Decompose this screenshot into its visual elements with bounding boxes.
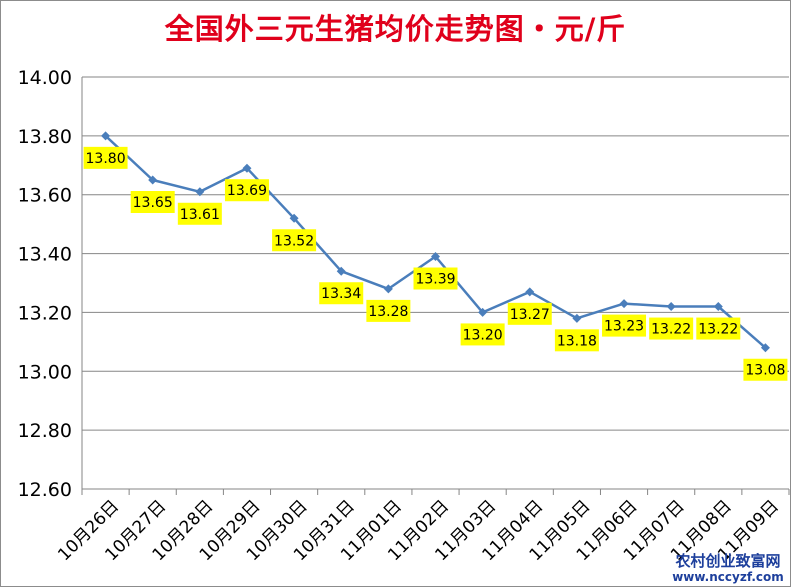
data-label: 13.61 [180, 207, 220, 223]
data-point [242, 163, 252, 173]
data-point [525, 287, 535, 297]
data-label-box [649, 317, 694, 340]
y-tick-label: 13.20 [18, 302, 72, 324]
data-point [478, 307, 488, 317]
data-point [666, 302, 676, 312]
data-point [713, 302, 723, 312]
data-label: 13.22 [651, 322, 691, 338]
data-label-box [130, 191, 175, 213]
data-label: 13.27 [510, 307, 550, 323]
data-label-box [554, 329, 599, 352]
watermark-url: www.nccyzf.com [672, 570, 784, 584]
data-label: 13.52 [274, 233, 314, 249]
data-point [572, 313, 582, 323]
data-label: 13.28 [368, 304, 408, 320]
chart-title: 全国外三元生猪均价走势图・元/斤 [164, 12, 627, 46]
data-label: 13.34 [321, 286, 361, 302]
y-tick-label: 12.60 [18, 479, 72, 501]
y-tick-label: 13.00 [18, 361, 72, 383]
y-tick-label: 13.40 [18, 244, 72, 266]
data-label: 13.39 [415, 272, 455, 288]
data-label-box [696, 317, 741, 340]
data-label-box [319, 282, 364, 305]
series-line [104, 134, 767, 349]
data-point [619, 299, 629, 309]
data-label: 13.65 [133, 195, 173, 211]
y-tick-label: 13.80 [18, 126, 72, 148]
data-point [431, 252, 440, 262]
watermark-name: 农村创业致富网 [675, 552, 781, 570]
y-tick-label: 12.80 [18, 420, 72, 442]
data-label-box [366, 299, 411, 322]
data-label-box [507, 302, 552, 325]
data-label-box [602, 314, 647, 337]
data-label-box [83, 146, 128, 169]
y-tick-label: 13.60 [18, 185, 72, 207]
data-label-box [272, 229, 317, 252]
data-label: 13.80 [86, 151, 126, 167]
data-label: 13.23 [604, 319, 644, 335]
data-point [289, 213, 299, 223]
data-label-box [177, 202, 222, 225]
data-label: 13.22 [698, 322, 738, 338]
data-point [148, 175, 158, 185]
data-label: 13.18 [557, 333, 597, 349]
data-point [336, 266, 346, 276]
data-label-box [743, 358, 788, 381]
data-label-box [460, 323, 505, 346]
data-point [760, 343, 770, 353]
data-label-box [224, 179, 269, 202]
data-label: 13.20 [463, 327, 503, 343]
data-label-box [413, 267, 458, 290]
data-point [101, 131, 111, 141]
y-tick-label: 14.00 [18, 67, 72, 89]
data-point [195, 187, 205, 197]
data-label: 13.69 [227, 183, 267, 199]
watermark: 农村创业致富网 www.nccyzf.com [669, 552, 787, 584]
data-point [383, 284, 393, 294]
data-label: 13.08 [745, 363, 785, 379]
